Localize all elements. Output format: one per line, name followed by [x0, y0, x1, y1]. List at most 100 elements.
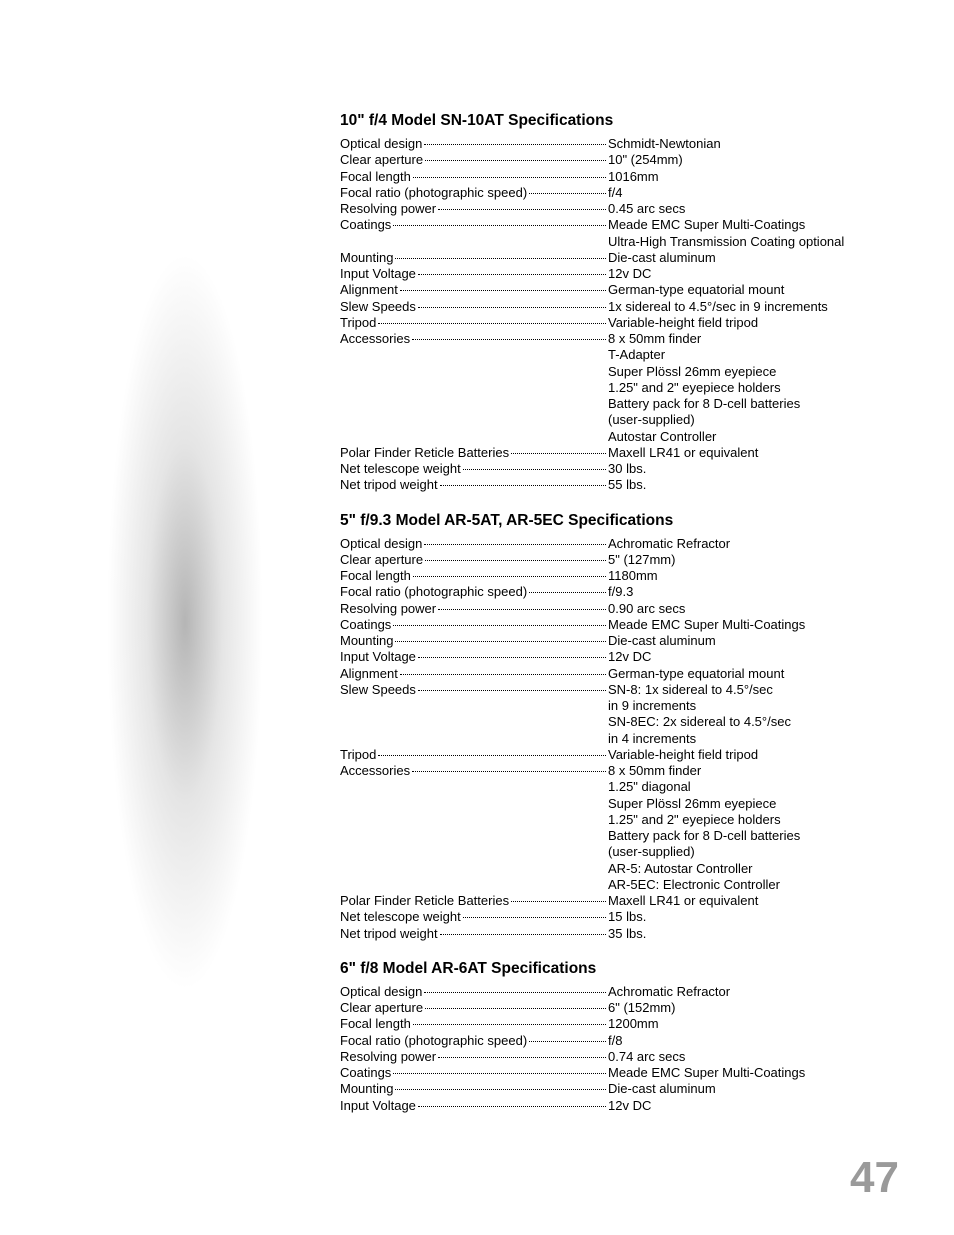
spec-value: 12v DC: [608, 266, 651, 282]
spec-row: Polar Finder Reticle BatteriesMaxell LR4…: [340, 893, 894, 909]
section-title: 6" f/8 Model AR-6AT Specifications: [340, 960, 894, 978]
spec-row: Net telescope weight30 lbs.: [340, 461, 894, 477]
spec-value: 5" (127mm): [608, 552, 675, 568]
spec-value: 1200mm: [608, 1016, 659, 1032]
leader-dots: [529, 193, 606, 194]
leader-dots: [425, 560, 606, 561]
spec-label: Mounting: [340, 250, 393, 266]
leader-dots: [463, 469, 606, 470]
spec-label-wrap: Focal length: [340, 169, 608, 185]
spec-row: Focal length 1200mm: [340, 1016, 894, 1032]
leader-dots: [529, 1041, 606, 1042]
spec-row: TripodVariable-height field tripod: [340, 315, 894, 331]
spec-value: Die-cast aluminum: [608, 633, 716, 649]
leader-dots: [418, 1106, 606, 1107]
spec-label-wrap: Mounting: [340, 250, 608, 266]
spec-value: 0.45 arc secs: [608, 201, 685, 217]
spec-value: f/9.3: [608, 584, 633, 600]
leader-dots: [424, 992, 606, 993]
spec-row: Optical designAchromatic Refractor: [340, 984, 894, 1000]
spec-value: 10" (254mm): [608, 152, 683, 168]
spec-label: Tripod: [340, 315, 376, 331]
spec-label: Focal length: [340, 1016, 411, 1032]
leader-dots: [529, 592, 606, 593]
spec-value: Die-cast aluminum: [608, 250, 716, 266]
leader-dots: [511, 453, 606, 454]
spec-row: Accessories8 x 50mm finder: [340, 331, 894, 347]
spec-label-wrap: Optical design: [340, 536, 608, 552]
spec-value: 8 x 50mm finder: [608, 331, 701, 347]
spec-row: Mounting Die-cast aluminum: [340, 250, 894, 266]
spec-label-wrap: Coatings: [340, 1065, 608, 1081]
spec-value-continuation: T-Adapter: [340, 347, 894, 363]
spec-row: MountingDie-cast aluminum: [340, 1081, 894, 1097]
spec-label-wrap: Slew Speeds: [340, 682, 608, 698]
spec-value-continuation: Super Plössl 26mm eyepiece: [340, 796, 894, 812]
spec-label-wrap: Polar Finder Reticle Batteries: [340, 445, 608, 461]
spec-label: Resolving power: [340, 201, 436, 217]
spec-row: Resolving power 0.45 arc secs: [340, 201, 894, 217]
spec-value-continuation: AR-5EC: Electronic Controller: [340, 877, 894, 893]
spec-label: Net telescope weight: [340, 909, 461, 925]
spec-value: 12v DC: [608, 649, 651, 665]
spec-value: 0.74 arc secs: [608, 1049, 685, 1065]
spec-label: Focal length: [340, 169, 411, 185]
spec-value: 0.90 arc secs: [608, 601, 685, 617]
spec-value-continuation: (user-supplied): [340, 412, 894, 428]
spec-value: Achromatic Refractor: [608, 984, 730, 1000]
leader-dots: [424, 144, 606, 145]
spec-label-wrap: Tripod: [340, 315, 608, 331]
spec-value: Schmidt-Newtonian: [608, 136, 721, 152]
leader-dots: [438, 609, 606, 610]
spec-label: Polar Finder Reticle Batteries: [340, 893, 509, 909]
spec-label: Clear aperture: [340, 152, 423, 168]
page: 10" f/4 Model SN-10AT SpecificationsOpti…: [0, 0, 954, 1235]
spec-row: CoatingsMeade EMC Super Multi-Coatings: [340, 617, 894, 633]
spec-label-wrap: Accessories: [340, 763, 608, 779]
spec-label-wrap: Resolving power: [340, 201, 608, 217]
leader-dots: [413, 1024, 606, 1025]
leader-dots: [393, 625, 606, 626]
spec-label-wrap: Coatings: [340, 617, 608, 633]
spec-label-wrap: Slew Speeds: [340, 299, 608, 315]
spec-value: 8 x 50mm finder: [608, 763, 701, 779]
spec-row: Slew Speeds1x sidereal to 4.5°/sec in 9 …: [340, 299, 894, 315]
spec-label: Slew Speeds: [340, 299, 416, 315]
spec-value: Meade EMC Super Multi-Coatings: [608, 217, 805, 233]
spec-value: Meade EMC Super Multi-Coatings: [608, 617, 805, 633]
decorative-gradient: [95, 112, 275, 1132]
spec-label: Coatings: [340, 1065, 391, 1081]
leader-dots: [440, 485, 606, 486]
spec-row: Accessories8 x 50mm finder: [340, 763, 894, 779]
leader-dots: [440, 934, 606, 935]
spec-value-continuation: 1.25" and 2" eyepiece holders: [340, 380, 894, 396]
spec-row: Input Voltage 12v DC: [340, 649, 894, 665]
leader-dots: [425, 160, 606, 161]
spec-row: AlignmentGerman-type equatorial mount: [340, 666, 894, 682]
leader-dots: [400, 290, 606, 291]
leader-dots: [418, 690, 606, 691]
spec-value: 1016mm: [608, 169, 659, 185]
spec-label-wrap: Mounting: [340, 1081, 608, 1097]
leader-dots: [425, 1008, 606, 1009]
spec-label-wrap: Resolving power: [340, 601, 608, 617]
spec-value: Variable-height field tripod: [608, 747, 758, 763]
spec-value: Die-cast aluminum: [608, 1081, 716, 1097]
spec-value-continuation: 1.25" and 2" eyepiece holders: [340, 812, 894, 828]
spec-row: Optical designSchmidt-Newtonian: [340, 136, 894, 152]
spec-label: Input Voltage: [340, 266, 416, 282]
spec-row: Net telescope weight15 lbs.: [340, 909, 894, 925]
spec-row: CoatingsMeade EMC Super Multi-Coatings: [340, 217, 894, 233]
page-number: 47: [850, 1153, 899, 1203]
spec-value: 30 lbs.: [608, 461, 646, 477]
spec-label: Input Voltage: [340, 649, 416, 665]
spec-label-wrap: Focal ratio (photographic speed): [340, 185, 608, 201]
spec-label-wrap: Coatings: [340, 217, 608, 233]
spec-label: Slew Speeds: [340, 682, 416, 698]
spec-row: Input Voltage 12v DC: [340, 266, 894, 282]
spec-label-wrap: Focal ratio (photographic speed): [340, 1033, 608, 1049]
spec-label: Polar Finder Reticle Batteries: [340, 445, 509, 461]
spec-label: Focal length: [340, 568, 411, 584]
spec-row: Clear aperture6" (152mm): [340, 1000, 894, 1016]
spec-label-wrap: Mounting: [340, 633, 608, 649]
